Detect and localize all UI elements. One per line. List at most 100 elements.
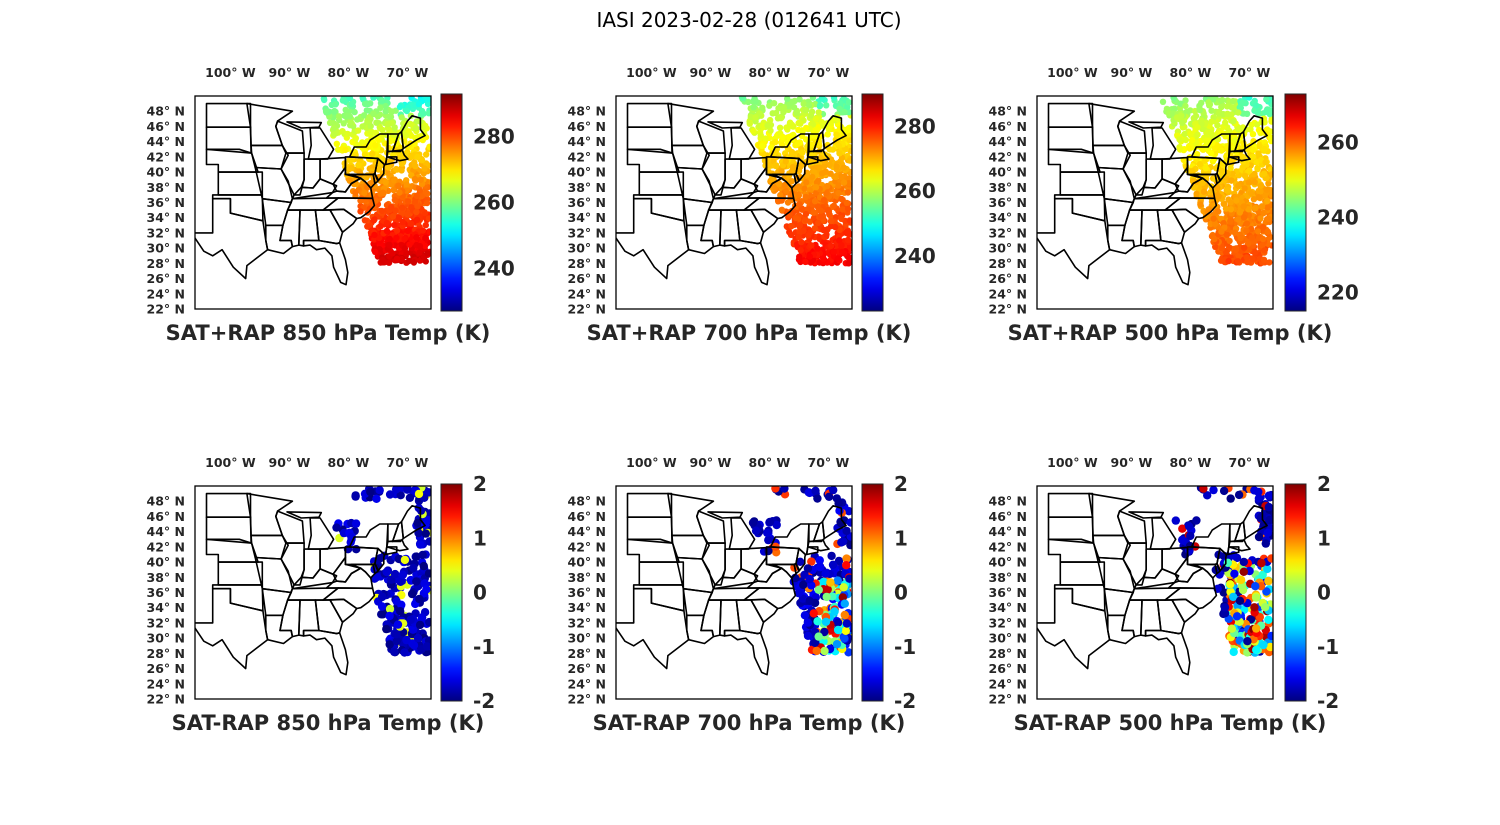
swath-point bbox=[330, 124, 338, 132]
map-frame bbox=[615, 485, 853, 700]
swath-point bbox=[391, 221, 398, 229]
swath-point bbox=[1203, 491, 1212, 500]
lat-tick-label: 46° N bbox=[989, 509, 1027, 524]
swath-point bbox=[1264, 576, 1273, 586]
swath-point bbox=[1260, 256, 1268, 263]
swath-point bbox=[805, 232, 812, 239]
swath-point bbox=[371, 236, 378, 243]
colorbar-tick-label: -2 bbox=[473, 689, 495, 713]
swath-point bbox=[1197, 201, 1204, 208]
swath-point bbox=[1245, 206, 1252, 213]
swath-points bbox=[748, 486, 852, 657]
swath-point bbox=[1247, 189, 1255, 197]
swath-point bbox=[822, 168, 829, 175]
swath-point bbox=[800, 611, 810, 620]
swath-point bbox=[813, 617, 822, 626]
swath-point bbox=[805, 574, 814, 584]
lon-tick-label: 90° W bbox=[1111, 455, 1153, 470]
swath-point bbox=[751, 526, 761, 535]
state-outline bbox=[307, 517, 335, 550]
swath-point bbox=[335, 113, 343, 120]
panel-title: SAT+RAP 850 hPa Temp (K) bbox=[166, 321, 491, 345]
colorbar-tick-label: 1 bbox=[894, 526, 908, 550]
swath-point bbox=[840, 164, 847, 171]
swath-point bbox=[796, 229, 803, 236]
state-outline bbox=[821, 115, 847, 150]
swath-point bbox=[1233, 197, 1240, 204]
state-outline bbox=[723, 239, 770, 286]
swath-point bbox=[1214, 122, 1221, 129]
swath-point bbox=[1226, 494, 1235, 503]
swath-point bbox=[1246, 167, 1253, 174]
swath-point bbox=[830, 248, 837, 255]
swath-point bbox=[784, 96, 791, 102]
swath-point bbox=[1196, 160, 1204, 168]
swath-point bbox=[1239, 164, 1246, 171]
swath-point bbox=[838, 195, 845, 203]
swath-point bbox=[815, 109, 822, 116]
swath-point bbox=[835, 142, 842, 149]
swath-point bbox=[1176, 146, 1184, 153]
lat-tick-label: 32° N bbox=[568, 225, 606, 240]
panel-sum-850: 100° W 90° W 80° W 70° W 48° N46° N44° N42° … bbox=[147, 65, 515, 345]
panel-grid: 100° W 90° W 80° W 70° W48° N46° N44° N42° … bbox=[147, 65, 1359, 735]
swath-point bbox=[1220, 603, 1230, 612]
swath-point bbox=[846, 157, 852, 164]
swath-point bbox=[414, 489, 424, 499]
swath-point bbox=[375, 136, 382, 144]
swath-point bbox=[1245, 179, 1253, 186]
swath-point bbox=[827, 551, 836, 561]
swath-point bbox=[366, 114, 373, 121]
panel-title: SAT-RAP 500 hPa Temp (K) bbox=[1014, 711, 1327, 735]
lon-tick-label: 70° W bbox=[808, 65, 850, 80]
swath-point bbox=[351, 492, 360, 501]
swath-point bbox=[1250, 603, 1259, 612]
swath-point bbox=[1215, 193, 1222, 200]
swath-point bbox=[1178, 524, 1187, 533]
swath-point bbox=[842, 526, 851, 536]
lat-tick-label: 40° N bbox=[568, 555, 606, 570]
swath-point bbox=[1259, 242, 1266, 249]
swath-point bbox=[1230, 569, 1239, 578]
swath-point bbox=[845, 99, 852, 106]
colorbar-tick-label: 1 bbox=[1317, 526, 1331, 550]
swath-point bbox=[1241, 172, 1249, 180]
swath-point bbox=[844, 228, 851, 235]
swath-point bbox=[770, 100, 778, 107]
swath-point bbox=[1207, 150, 1215, 157]
swath-point bbox=[1226, 580, 1235, 589]
swath-point bbox=[1239, 99, 1246, 107]
swath-point bbox=[1263, 564, 1272, 574]
swath-point bbox=[1200, 188, 1208, 195]
lon-tick-label: 90° W bbox=[690, 455, 732, 470]
swath-point bbox=[752, 114, 759, 121]
swath-point bbox=[392, 597, 401, 606]
swath-point bbox=[1212, 202, 1219, 209]
swath-point bbox=[411, 159, 418, 166]
swath-point bbox=[750, 103, 757, 111]
swath-point bbox=[827, 242, 835, 250]
swath-point bbox=[809, 96, 817, 101]
swath-point bbox=[357, 208, 364, 215]
swath-point bbox=[344, 130, 351, 138]
map-frame bbox=[194, 95, 432, 310]
colorbar bbox=[861, 483, 884, 702]
swath-point bbox=[1263, 186, 1271, 193]
swath-point bbox=[829, 146, 836, 153]
swath-point bbox=[1263, 528, 1272, 538]
swath-point bbox=[823, 231, 830, 238]
lon-tick-label: 80° W bbox=[328, 455, 370, 470]
swath-point bbox=[426, 143, 431, 150]
lon-tick-label: 70° W bbox=[808, 455, 850, 470]
lat-tick-label: 26° N bbox=[989, 661, 1027, 676]
lat-tick-label: 28° N bbox=[147, 646, 185, 661]
state-boundaries bbox=[1037, 102, 1268, 286]
swath-point bbox=[824, 131, 831, 138]
lat-tick-label: 46° N bbox=[147, 509, 185, 524]
lon-tick-label: 80° W bbox=[1170, 455, 1212, 470]
swath-point bbox=[370, 96, 377, 101]
swath-point bbox=[413, 518, 422, 527]
lat-tick-label: 38° N bbox=[568, 180, 606, 195]
swath-point bbox=[359, 123, 366, 130]
